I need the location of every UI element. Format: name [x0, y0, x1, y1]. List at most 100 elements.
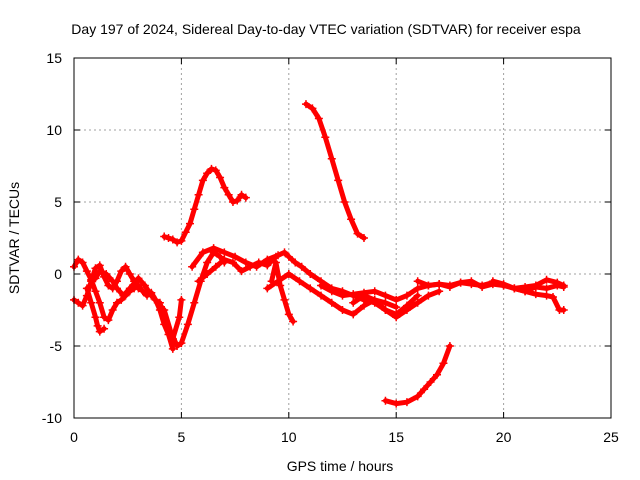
data-point-marker	[82, 267, 91, 276]
data-point-marker	[274, 277, 283, 286]
data-point-marker	[100, 313, 109, 322]
data-point-marker	[194, 190, 203, 199]
data-point-marker	[317, 291, 326, 300]
data-point-marker	[445, 342, 454, 350]
plot-frame	[73, 57, 612, 419]
data-point-marker	[91, 264, 100, 273]
data-point-marker	[297, 262, 306, 271]
data-point-marker	[284, 252, 293, 261]
data-point-marker	[82, 284, 91, 293]
data-point-marker	[228, 198, 237, 206]
x-axis-label: GPS time / hours	[287, 458, 394, 474]
data-point-marker	[254, 258, 263, 267]
data-point-marker	[510, 284, 519, 293]
data-point-marker	[104, 281, 113, 290]
data-point-marker	[168, 334, 177, 343]
data-point-marker	[209, 244, 218, 253]
data-point-marker	[237, 190, 246, 199]
data-point-marker	[125, 284, 134, 293]
data-point-marker	[112, 298, 121, 307]
data-point-marker	[173, 238, 182, 247]
data-point-marker	[190, 205, 199, 214]
data-point-marker	[413, 277, 422, 286]
y-tick-label: 15	[46, 50, 62, 66]
data-point-marker	[177, 236, 186, 245]
data-point-marker	[402, 291, 411, 300]
data-point-marker	[349, 290, 358, 299]
data-point-marker	[233, 196, 242, 205]
data-point-marker	[353, 229, 362, 238]
y-tick-label: 5	[54, 194, 62, 210]
data-point-marker	[183, 320, 192, 329]
series-arc-1	[71, 262, 141, 309]
y-tick-label: -5	[50, 338, 63, 354]
data-point-marker	[317, 281, 326, 290]
y-axis-label: SDTVAR / TECUs	[6, 182, 22, 294]
data-point-marker	[301, 100, 310, 109]
data-point-marker	[542, 275, 551, 284]
data-point-marker	[542, 284, 551, 293]
data-point-marker	[327, 154, 336, 163]
data-point-marker	[119, 291, 128, 300]
data-point-marker	[499, 280, 508, 289]
data-point-marker	[413, 392, 422, 401]
data-point-marker	[392, 303, 401, 312]
data-point-marker	[413, 284, 422, 293]
data-point-marker	[194, 277, 203, 286]
data-point-marker	[381, 306, 390, 314]
data-point-marker	[104, 316, 113, 325]
data-point-marker	[478, 282, 487, 291]
data-point-marker	[78, 301, 87, 310]
data-point-marker	[280, 248, 289, 257]
data-point-marker	[203, 258, 212, 267]
data-point-marker	[553, 278, 562, 287]
data-point-marker	[413, 298, 422, 307]
x-tick-label: 20	[496, 429, 512, 445]
data-point-marker	[370, 287, 379, 296]
data-point-marker	[93, 321, 102, 330]
data-point-marker	[220, 248, 229, 257]
data-point-marker	[359, 234, 368, 242]
data-point-marker	[271, 258, 280, 267]
data-point-marker	[78, 258, 87, 267]
data-point-marker	[168, 344, 177, 353]
data-point-marker	[91, 274, 100, 283]
data-point-marker	[392, 399, 401, 408]
data-point-marker	[181, 228, 190, 237]
data-point-marker	[112, 284, 121, 293]
data-point-marker	[289, 317, 298, 326]
data-point-marker	[291, 258, 300, 267]
data-point-marker	[102, 270, 111, 278]
data-point-marker	[340, 198, 349, 206]
data-point-marker	[327, 298, 336, 307]
data-point-marker	[91, 313, 100, 322]
data-point-marker	[445, 282, 454, 291]
data-point-marker	[138, 287, 147, 296]
data-point-marker	[359, 301, 368, 310]
data-point-marker	[121, 262, 130, 271]
data-point-marker	[327, 287, 336, 296]
data-point-marker	[224, 190, 233, 199]
data-point-marker	[338, 306, 347, 314]
data-point-marker	[413, 291, 422, 300]
data-point-marker	[237, 267, 246, 276]
x-tick-label: 25	[603, 429, 619, 445]
data-point-marker	[559, 306, 568, 314]
data-point-marker	[420, 385, 429, 394]
data-point-marker	[125, 270, 134, 278]
data-point-marker	[435, 280, 444, 289]
data-point-marker	[74, 255, 83, 264]
data-point-marker	[456, 278, 465, 287]
data-point-marker	[117, 295, 126, 304]
data-point-marker	[198, 248, 207, 257]
data-point-marker	[175, 313, 184, 322]
series-arc-5	[157, 297, 184, 342]
data-point-marker	[334, 176, 343, 185]
data-point-marker	[359, 291, 368, 300]
data-point-marker	[549, 293, 558, 302]
data-point-marker	[231, 252, 240, 261]
data-point-marker	[349, 298, 358, 307]
data-point-marker	[74, 298, 83, 307]
data-point-marker	[190, 298, 199, 307]
grid-lines	[74, 58, 611, 418]
